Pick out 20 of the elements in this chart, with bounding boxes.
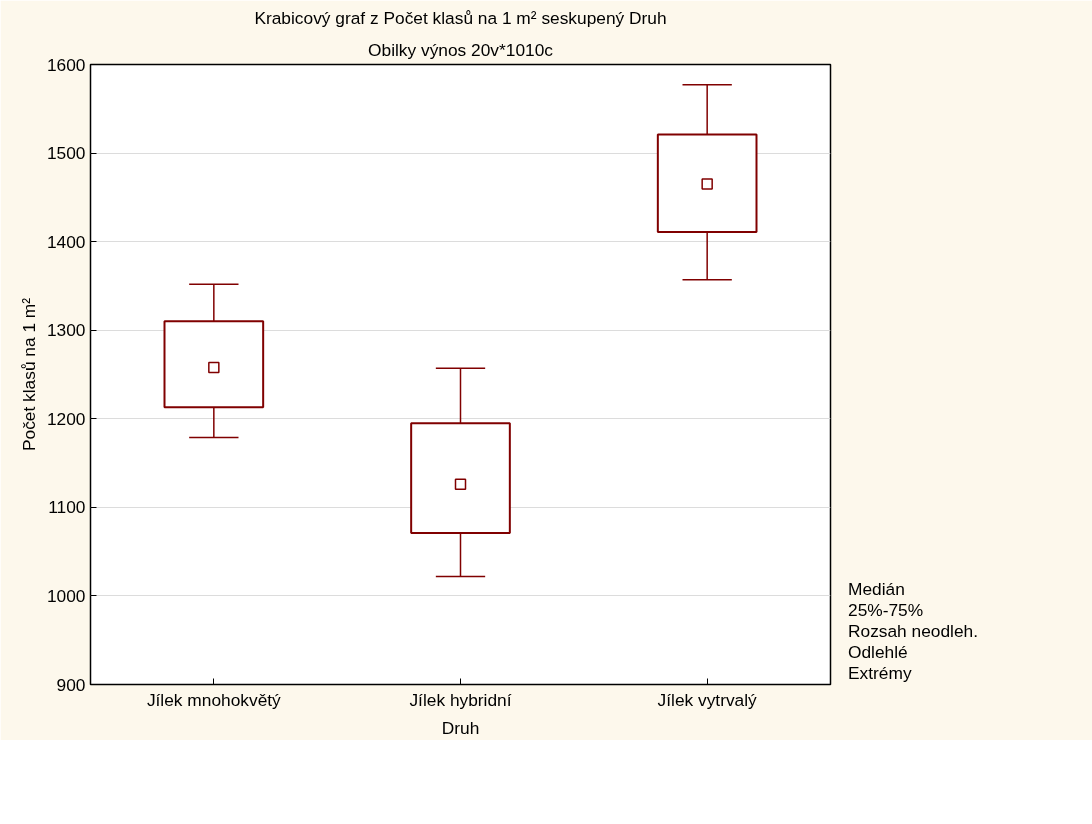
x-tick-label: Jílek vytrvalý bbox=[657, 689, 758, 710]
y-tick-label: 1300 bbox=[46, 320, 86, 341]
x-tick-label: Jílek hybridní bbox=[409, 689, 512, 710]
y-axis-title: Počet klasů na 1 m² bbox=[18, 297, 39, 452]
text: Medián bbox=[848, 579, 905, 600]
y-tick-label: 1600 bbox=[46, 54, 86, 75]
text: Extrémy bbox=[848, 663, 912, 684]
y-tick-label: 1000 bbox=[46, 585, 86, 606]
text: Odlehlé bbox=[848, 642, 908, 663]
y-tick-label: 1200 bbox=[46, 408, 86, 429]
chart-subtitle: Obilky výnos 20v*1010c bbox=[368, 39, 554, 60]
y-tick-label: 900 bbox=[56, 674, 86, 695]
x-axis-title: Druh bbox=[441, 717, 480, 738]
text: Rozsah neodleh. bbox=[848, 621, 979, 642]
text: 25%-75% bbox=[848, 600, 924, 621]
chart-title: Krabicový graf z Počet klasů na 1 m² seskupený Druh bbox=[254, 7, 667, 28]
y-tick-label: 1500 bbox=[46, 143, 86, 164]
y-tick-label: 1100 bbox=[48, 497, 86, 518]
x-tick-label: Jílek mnohokvětý bbox=[146, 689, 282, 710]
y-tick-label: 1400 bbox=[46, 231, 86, 252]
